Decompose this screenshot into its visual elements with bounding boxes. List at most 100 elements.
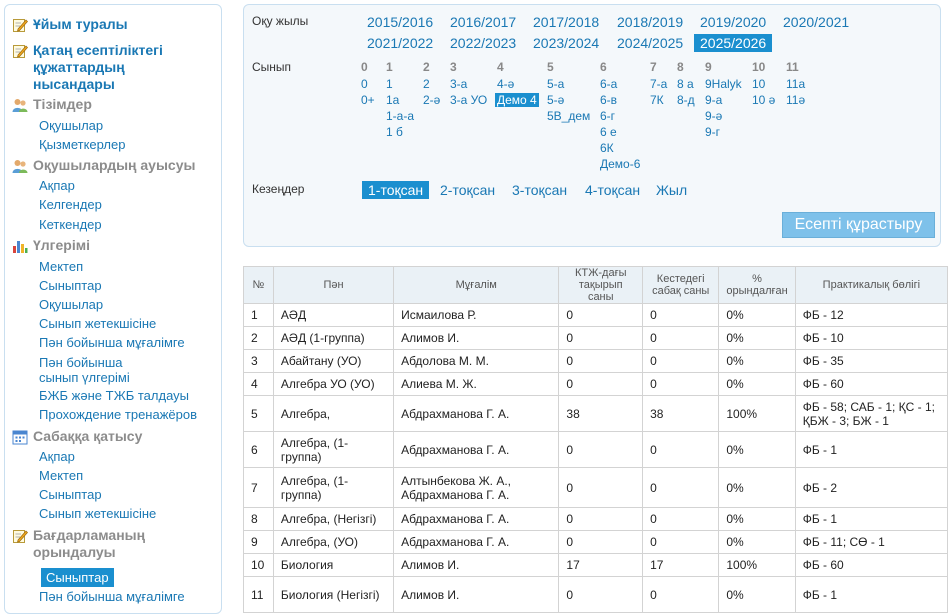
sidebar-link[interactable]: Қызметкерлер	[39, 137, 126, 152]
sidebar-link[interactable]: Пән бойынша мұғалімге	[39, 589, 185, 604]
table-cell: ФБ - 1	[794, 576, 948, 613]
table-cell: 1	[243, 303, 274, 327]
class-option[interactable]: Демо-6	[600, 157, 641, 171]
class-option[interactable]: 5В_дем	[547, 109, 591, 123]
class-option[interactable]: 8 а	[677, 77, 694, 91]
class-option[interactable]: 10	[752, 77, 766, 91]
bar-chart-icon	[13, 241, 28, 253]
class-option[interactable]: 2	[423, 77, 430, 91]
table-cell: 0	[558, 349, 644, 373]
year-option[interactable]: 2018/2019	[617, 14, 684, 30]
year-option[interactable]: 2022/2023	[450, 35, 517, 51]
table-cell: ФБ - 2	[794, 467, 948, 508]
sidebar-section-3[interactable]: Тізімдер	[12, 96, 218, 113]
class-option[interactable]: 9-ә	[705, 109, 723, 123]
class-option[interactable]: 3-а	[450, 77, 468, 91]
sidebar-section-title: Үлгерімі	[33, 237, 90, 253]
sidebar-section-title: Бағдарламаның орындалуы	[33, 527, 146, 560]
year-option[interactable]: 2019/2020	[700, 14, 767, 30]
class-option[interactable]: 9-г	[705, 125, 721, 139]
class-option[interactable]: 6 е	[600, 125, 617, 139]
sidebar-link[interactable]: Сынып жетекшісіне	[39, 506, 157, 521]
sidebar-section-5[interactable]: Үлгерімі	[12, 237, 218, 254]
sidebar-section-2[interactable]: Қатаң есептіліктегі құжаттардың нысандар…	[12, 42, 183, 93]
class-option[interactable]: 5-а	[547, 77, 565, 91]
year-option[interactable]: 2015/2016	[367, 14, 434, 30]
table-cell: Абдолова М. М.	[393, 349, 560, 373]
class-option[interactable]: 7К	[650, 93, 664, 107]
year-option[interactable]: 2017/2018	[533, 14, 600, 30]
class-option[interactable]: 7-а	[650, 77, 668, 91]
sidebar-link[interactable]: Прохождение тренажёров	[39, 407, 198, 422]
sidebar-section-1[interactable]: Ұйым туралы	[12, 16, 218, 33]
sidebar-link-active[interactable]: Сыныптар	[41, 568, 114, 587]
class-option[interactable]: 1-а-а	[386, 109, 415, 123]
sidebar-link[interactable]: Сыныптар	[39, 487, 102, 502]
sidebar-link[interactable]: Ақпар	[39, 178, 75, 193]
class-option[interactable]: 11а	[786, 77, 806, 91]
class-option[interactable]: 0	[361, 77, 368, 91]
class-option[interactable]: 4-ә	[497, 77, 515, 91]
period-option[interactable]: 4-тоқсан	[585, 182, 641, 198]
class-option[interactable]: 6-г	[600, 109, 616, 123]
table-cell: 0	[558, 530, 644, 554]
class-option[interactable]: 1а	[386, 93, 400, 107]
column-header: Пән	[272, 266, 395, 304]
sidebar-link[interactable]: Пән бойынша мұғалімге	[39, 335, 185, 350]
class-option[interactable]: 6К	[600, 141, 614, 155]
class-option[interactable]: 6-а	[600, 77, 618, 91]
table-cell: 5	[243, 395, 274, 432]
table-cell: 17	[642, 553, 720, 577]
sidebar-section-6[interactable]: Сабаққа қатысу	[12, 428, 218, 445]
period-option[interactable]: 2-тоқсан	[440, 182, 496, 198]
class-option[interactable]: 0+	[361, 93, 375, 107]
grade-number: 5	[547, 60, 554, 74]
class-option[interactable]: 11ә	[786, 93, 806, 107]
year-option[interactable]: 2023/2024	[533, 35, 600, 51]
class-option[interactable]: 5-ә	[547, 93, 565, 107]
sidebar-link[interactable]: Сынып жетекшісіне	[39, 316, 157, 331]
table-cell: Абдрахманова Г. А.	[393, 530, 560, 554]
class-option-selected[interactable]: Демо 4	[495, 93, 539, 107]
class-option[interactable]: 8-д	[677, 93, 695, 107]
period-option[interactable]: 3-тоқсан	[512, 182, 568, 198]
table-cell: 100%	[718, 553, 796, 577]
class-option[interactable]: 1	[386, 77, 393, 91]
sidebar-link[interactable]: Оқушылар	[39, 118, 104, 133]
period-label: Кезеңдер	[252, 182, 305, 196]
sidebar-link[interactable]: Мектеп	[39, 468, 84, 483]
class-option[interactable]: 9Halyk	[705, 77, 742, 91]
year-option[interactable]: 2021/2022	[367, 35, 434, 51]
build-report-button[interactable]: Есепті құрастыру	[782, 212, 935, 238]
sidebar-link[interactable]: Ақпар	[39, 449, 75, 464]
class-option[interactable]: 9-а	[705, 93, 723, 107]
year-option[interactable]: 2024/2025	[617, 35, 684, 51]
class-option[interactable]: 3-а УО	[450, 93, 488, 107]
table-cell: 8	[243, 507, 274, 531]
year-option-selected[interactable]: 2025/2026	[694, 34, 773, 52]
period-option-selected[interactable]: 1-тоқсан	[362, 181, 430, 199]
sidebar-link[interactable]: Келгендер	[39, 197, 102, 212]
class-option[interactable]: 1 б	[386, 125, 403, 139]
sidebar-section-7[interactable]: Бағдарламаның орындалуы	[12, 527, 218, 561]
sidebar-link[interactable]: Сыныптар	[39, 278, 102, 293]
table-cell: 6	[243, 431, 274, 468]
sidebar-link[interactable]: Мектеп	[39, 259, 84, 274]
sidebar-link[interactable]: Оқушылар	[39, 297, 104, 312]
class-option[interactable]: 10 ә	[752, 93, 776, 107]
sidebar-link[interactable]: БЖБ және ТЖБ талдауы	[39, 388, 189, 403]
column-header: №	[243, 266, 274, 304]
sidebar-section-4[interactable]: Оқушылардың ауысуы	[12, 157, 218, 174]
year-option[interactable]: 2016/2017	[450, 14, 517, 30]
period-option[interactable]: Жыл	[656, 182, 688, 198]
table-row: 6 Алгебра, (1-группа) Абдрахманова Г. А. 0 0…	[243, 431, 948, 468]
grade-number: 9	[705, 60, 712, 74]
year-option[interactable]: 2020/2021	[783, 14, 850, 30]
table-cell: 0%	[718, 303, 796, 327]
sidebar-link[interactable]: Кеткендер	[39, 217, 102, 232]
sidebar-link[interactable]: Пән бойынша сынып үлгерімі	[39, 355, 130, 385]
table-header-row: № Пән Мұғалім КТЖ-дағы тақырып саны Кестедег…	[243, 266, 948, 304]
users-icon	[12, 99, 28, 112]
class-option[interactable]: 6-в	[600, 93, 618, 107]
class-option[interactable]: 2-ә	[423, 93, 441, 107]
